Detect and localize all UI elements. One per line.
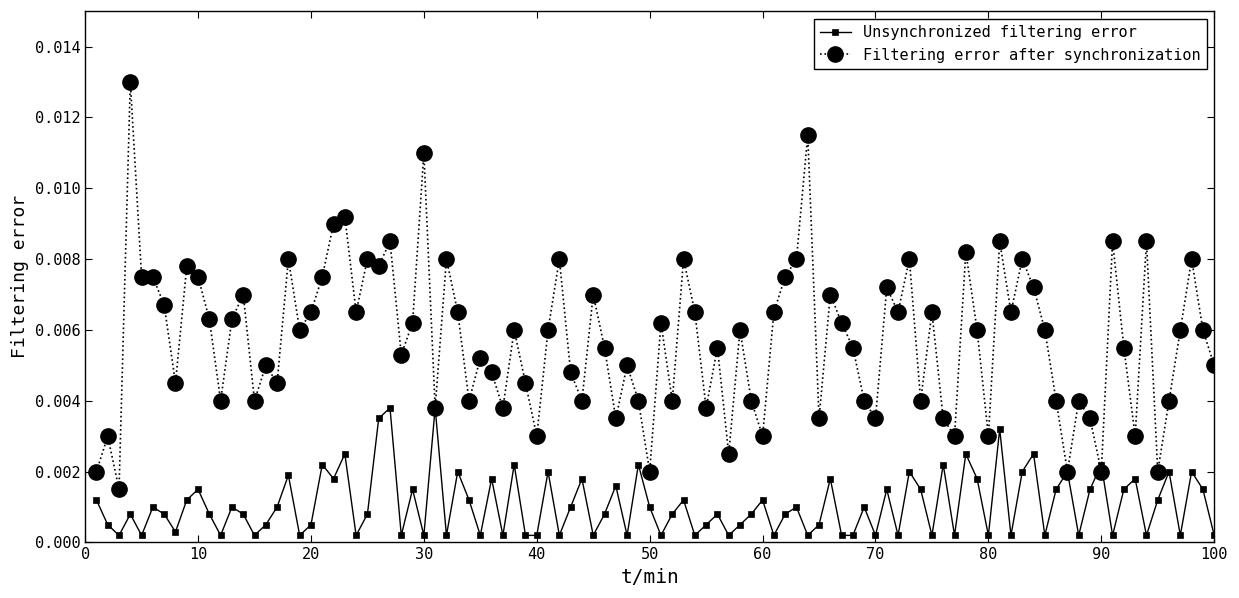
Filtering error after synchronization xyxy=(372,263,387,270)
Unsynchronized filtering error xyxy=(112,532,126,539)
Unsynchronized filtering error xyxy=(1173,532,1188,539)
Unsynchronized filtering error xyxy=(1207,532,1222,539)
Y-axis label: Filtering error: Filtering error xyxy=(11,195,28,358)
Filtering error after synchronization xyxy=(778,273,793,280)
Legend: Unsynchronized filtering error, Filtering error after synchronization: Unsynchronized filtering error, Filterin… xyxy=(814,19,1207,69)
X-axis label: t/min: t/min xyxy=(621,568,679,587)
Unsynchronized filtering error xyxy=(688,532,703,539)
Filtering error after synchronization xyxy=(688,309,703,316)
Unsynchronized filtering error xyxy=(1139,532,1154,539)
Line: Unsynchronized filtering error: Unsynchronized filtering error xyxy=(93,404,1218,539)
Filtering error after synchronization xyxy=(123,78,138,86)
Unsynchronized filtering error xyxy=(383,404,398,411)
Unsynchronized filtering error xyxy=(89,496,104,504)
Filtering error after synchronization xyxy=(326,220,341,227)
Unsynchronized filtering error xyxy=(778,511,793,518)
Filtering error after synchronization xyxy=(1173,327,1188,334)
Unsynchronized filtering error xyxy=(315,461,330,468)
Filtering error after synchronization xyxy=(1139,238,1154,245)
Unsynchronized filtering error xyxy=(361,511,375,518)
Line: Filtering error after synchronization: Filtering error after synchronization xyxy=(89,74,1222,497)
Filtering error after synchronization xyxy=(89,468,104,475)
Filtering error after synchronization xyxy=(112,486,126,493)
Filtering error after synchronization xyxy=(1207,362,1222,369)
